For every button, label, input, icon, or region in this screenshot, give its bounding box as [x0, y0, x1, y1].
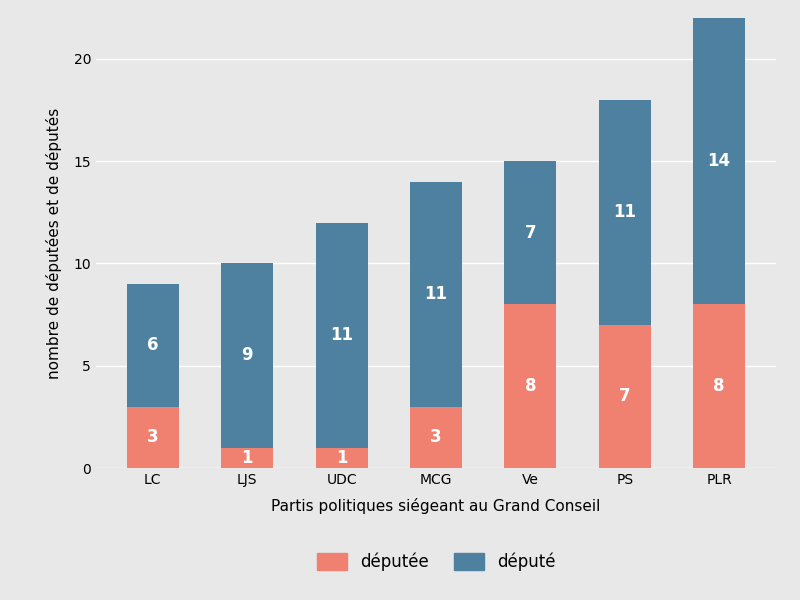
Y-axis label: nombre de députées et de députés: nombre de députées et de députés — [46, 107, 62, 379]
Text: 3: 3 — [147, 428, 158, 446]
Bar — [316, 223, 367, 448]
Text: 11: 11 — [330, 326, 353, 344]
Bar — [693, 18, 745, 304]
Bar — [127, 284, 179, 407]
Text: 9: 9 — [242, 346, 253, 364]
X-axis label: Partis politiques siégeant au Grand Conseil: Partis politiques siégeant au Grand Cons… — [271, 498, 601, 514]
Bar — [599, 325, 650, 468]
Text: 11: 11 — [614, 203, 636, 221]
Bar — [505, 304, 556, 468]
Bar — [316, 448, 367, 468]
Bar — [505, 161, 556, 304]
Text: 8: 8 — [714, 377, 725, 395]
Text: 1: 1 — [242, 449, 253, 467]
Bar — [410, 407, 462, 468]
Bar — [127, 407, 179, 468]
Text: 3: 3 — [430, 428, 442, 446]
Text: 7: 7 — [525, 224, 536, 242]
Text: 14: 14 — [707, 152, 730, 170]
Bar — [222, 263, 273, 448]
Legend: députée, député: députée, député — [308, 544, 564, 579]
Bar — [599, 100, 650, 325]
Text: 11: 11 — [425, 285, 447, 303]
Bar — [222, 448, 273, 468]
Text: 6: 6 — [147, 336, 158, 354]
Text: 8: 8 — [525, 377, 536, 395]
Bar — [410, 182, 462, 407]
Text: 1: 1 — [336, 449, 347, 467]
Text: 7: 7 — [619, 388, 630, 406]
Bar — [693, 304, 745, 468]
